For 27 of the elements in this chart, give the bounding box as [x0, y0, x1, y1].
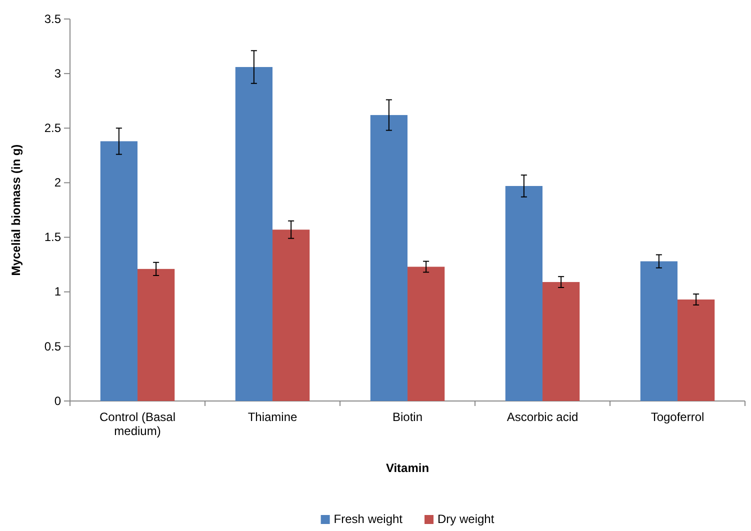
y-tick-label: 0: [54, 394, 62, 408]
y-tick-label: 2: [54, 176, 62, 190]
legend-label: Fresh weight: [334, 512, 404, 526]
legend-label: Dry weight: [438, 512, 495, 526]
x-tick-label: Thiamine: [248, 410, 298, 424]
y-tick-label: 1.5: [44, 230, 62, 244]
x-tick-label: Togoferrol: [650, 410, 704, 424]
x-tick-label: Biotin: [392, 410, 423, 424]
bar: [640, 261, 678, 401]
bar: [542, 282, 580, 401]
bar: [370, 115, 408, 401]
bar: [678, 299, 715, 401]
y-tick-label: 3.5: [44, 12, 62, 26]
x-tick-label: Ascorbic acid: [506, 410, 578, 424]
bar: [100, 141, 138, 401]
x-tick-label: Control (Basal medium): [99, 410, 176, 438]
y-tick-label: 2.5: [44, 120, 62, 135]
y-tick-label: 1: [54, 284, 62, 299]
x-axis-title: Vitamin: [386, 461, 430, 475]
y-tick-label: 3: [54, 66, 62, 80]
bar: [408, 266, 445, 401]
bar: [505, 186, 542, 401]
y-axis-title: Mycelial biomass (in g): [9, 144, 23, 276]
bar: [272, 230, 310, 401]
y-tick-label: 0.5: [44, 339, 62, 354]
bar: [235, 67, 272, 401]
bar: [138, 268, 175, 401]
